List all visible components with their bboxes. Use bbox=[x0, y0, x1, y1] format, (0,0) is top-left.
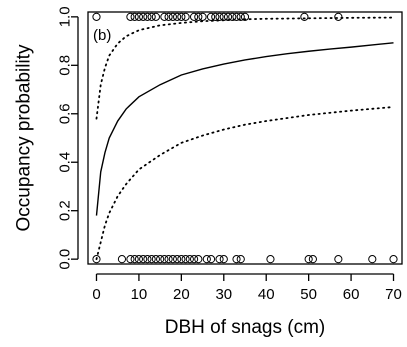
data-point-present bbox=[189, 12, 199, 21]
data-point-absent bbox=[134, 255, 144, 264]
x-tick-label: 0 bbox=[92, 286, 100, 303]
data-point-absent bbox=[215, 255, 224, 264]
data-point-absent bbox=[126, 255, 135, 264]
data-point-absent bbox=[304, 255, 313, 264]
data-point-present bbox=[206, 12, 216, 21]
data-point-present bbox=[164, 12, 173, 21]
data-point-present bbox=[126, 12, 135, 21]
data-point-present bbox=[300, 12, 309, 21]
x-axis-title: DBH of snags (cm) bbox=[165, 317, 325, 338]
data-point-present bbox=[130, 12, 139, 21]
data-point-absent bbox=[232, 255, 241, 264]
data-point-present bbox=[236, 12, 245, 21]
x-tick-label: 40 bbox=[258, 286, 275, 303]
data-point-absent bbox=[151, 255, 160, 264]
plot-area: 0 10 20 30 40 50 60 70 0.0 0.2 0.4 0.6 0.8 1.0 bbox=[57, 6, 403, 303]
data-point-present bbox=[160, 12, 169, 21]
ci-upper-line bbox=[95, 16, 395, 120]
plot-frame bbox=[87, 11, 403, 265]
data-point-absent bbox=[177, 255, 186, 264]
data-point-present bbox=[215, 12, 224, 21]
x-tick-label: 50 bbox=[300, 286, 317, 303]
data-point-present bbox=[223, 12, 233, 21]
data-point-absent bbox=[160, 255, 169, 264]
y-tick-label: 1.0 bbox=[57, 6, 74, 27]
data-point-absent bbox=[156, 255, 165, 264]
y-tick-label: 0.4 bbox=[57, 152, 74, 173]
y-tick-label: 0.8 bbox=[57, 55, 74, 76]
data-point-present bbox=[151, 12, 160, 21]
data-point-present bbox=[143, 12, 152, 21]
data-point-absent bbox=[147, 255, 156, 264]
data-point-absent bbox=[185, 255, 194, 264]
data-point-present bbox=[228, 12, 237, 21]
data-point-present bbox=[139, 12, 148, 21]
data-point-present bbox=[181, 12, 190, 21]
x-tick-label: 30 bbox=[215, 286, 232, 303]
data-point-present bbox=[147, 12, 156, 21]
data-point-present bbox=[134, 12, 144, 21]
data-point-absent bbox=[266, 255, 275, 264]
data-point-present bbox=[177, 12, 186, 21]
data-point-present bbox=[211, 12, 220, 21]
data-point-absent bbox=[368, 255, 377, 264]
data-point-absent bbox=[189, 255, 199, 264]
data-point-absent bbox=[168, 255, 177, 264]
data-point-present bbox=[219, 12, 228, 21]
data-point-absent bbox=[194, 255, 203, 264]
data-point-absent bbox=[130, 255, 139, 264]
y-tick-label: 0.2 bbox=[57, 200, 74, 221]
ci-lower-line bbox=[95, 106, 395, 261]
data-point-present bbox=[168, 12, 177, 21]
data-point-present bbox=[194, 12, 203, 21]
data-point-absent bbox=[173, 255, 182, 264]
data-point-absent bbox=[117, 255, 127, 264]
data-point-absent bbox=[206, 255, 216, 264]
data-point-absent bbox=[389, 255, 398, 264]
panel-label: (b) bbox=[93, 27, 111, 44]
x-tick-label: 10 bbox=[131, 286, 148, 303]
data-point-absent bbox=[139, 255, 148, 264]
data-point-absent bbox=[236, 255, 245, 264]
data-point-absent bbox=[181, 255, 190, 264]
data-point-present bbox=[198, 12, 207, 21]
y-axis-title: Occupancy probability bbox=[14, 44, 35, 231]
data-point-present bbox=[92, 12, 101, 21]
data-point-absent bbox=[143, 255, 152, 264]
fitted-curve bbox=[95, 42, 394, 216]
x-tick-label: 70 bbox=[385, 286, 402, 303]
data-point-present bbox=[173, 12, 182, 21]
data-point-present bbox=[232, 12, 241, 21]
x-tick-label: 60 bbox=[343, 286, 360, 303]
data-point-absent bbox=[92, 255, 101, 264]
x-tick-label: 20 bbox=[173, 286, 190, 303]
data-point-absent bbox=[164, 255, 173, 264]
data-point-absent bbox=[308, 255, 317, 264]
data-point-present bbox=[334, 12, 343, 21]
data-point-present bbox=[240, 12, 250, 21]
y-tick-label: 0.6 bbox=[57, 103, 74, 124]
data-point-absent bbox=[334, 255, 343, 264]
data-point-absent bbox=[219, 255, 228, 264]
y-tick-label: 0.0 bbox=[57, 249, 74, 270]
data-point-absent bbox=[202, 255, 211, 264]
